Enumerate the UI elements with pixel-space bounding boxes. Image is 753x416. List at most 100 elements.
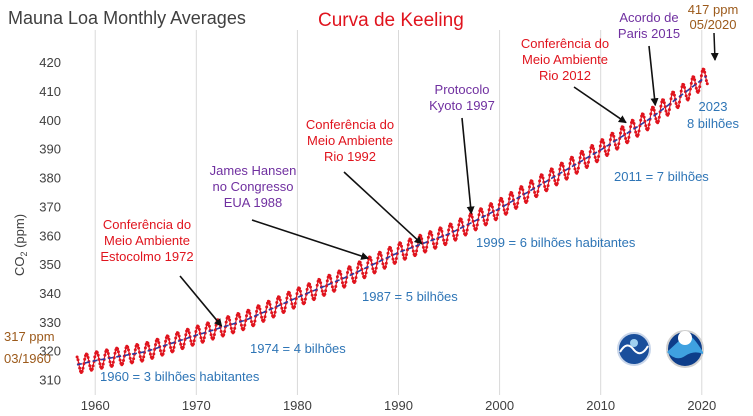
monthly-point-456	[459, 218, 463, 221]
monthly-point-451	[455, 233, 459, 237]
monthly-point-541	[531, 182, 535, 186]
monthly-point-103	[162, 349, 166, 353]
monthly-point-12	[85, 353, 89, 357]
monthly-point-474	[474, 227, 478, 231]
monthly-point-636	[611, 132, 615, 136]
monthly-point-390	[404, 256, 408, 260]
monthly-point-31	[101, 362, 105, 366]
monthly-point-51	[118, 358, 122, 362]
monthly-point-555	[543, 185, 547, 188]
event-rio1992-arrow	[343, 171, 423, 245]
x-tick-2020: 2020	[687, 398, 716, 413]
monthly-point-81	[143, 346, 147, 350]
monthly-point-426	[434, 245, 438, 249]
monthly-point-219	[260, 315, 264, 319]
monthly-point-218	[259, 311, 263, 315]
monthly-point-265	[298, 289, 302, 293]
monthly-point-374	[390, 253, 394, 257]
monthly-point-553	[541, 176, 545, 180]
y-tick-320: 320	[39, 344, 61, 359]
monthly-point-654	[626, 139, 630, 143]
event-kyoto-line-0: Protocolo	[435, 82, 490, 97]
monthly-point-75	[138, 355, 142, 359]
monthly-point-625	[602, 141, 606, 145]
event-rio1992-line-2: Rio 1992	[324, 149, 376, 164]
monthly-point-507	[502, 208, 506, 212]
monthly-point-141	[194, 330, 198, 333]
monthly-point-109	[167, 337, 171, 341]
monthly-point-48	[116, 347, 120, 351]
monthly-point-498	[495, 216, 499, 220]
monthly-point-470	[471, 219, 475, 223]
monthly-point-37	[106, 352, 110, 355]
monthly-point-510	[505, 211, 509, 215]
monthly-point-429	[437, 232, 440, 236]
monthly-point-660	[631, 119, 635, 123]
y-tick-labels: 310 320 330 340 350 360 370 380 390 400 410 420	[39, 55, 61, 387]
chart-subtitle: Curva de Keeling	[318, 10, 464, 31]
monthly-point-639	[613, 143, 617, 147]
monthly-point-559	[546, 184, 550, 188]
monthly-point-445	[450, 225, 454, 229]
monthly-point-727	[688, 92, 692, 96]
monthly-point-157	[207, 324, 211, 328]
monthly-point-177	[224, 320, 228, 324]
monthly-point-13	[86, 356, 90, 359]
monthly-point-150	[202, 339, 205, 343]
monthly-point-144	[196, 325, 200, 329]
monthly-point-318	[343, 284, 347, 288]
monthly-point-294	[323, 292, 327, 296]
monthly-point-27	[98, 362, 102, 366]
monthly-point-546	[535, 193, 539, 197]
y-axis-label: CO2 (ppm)	[12, 214, 29, 276]
monthly-point-213	[255, 309, 259, 313]
y-tick-400: 400	[39, 113, 61, 128]
monthly-point-391	[405, 253, 408, 257]
event-hansen-arrow	[251, 219, 370, 260]
monthly-point-237	[275, 301, 279, 304]
monthly-point-693	[659, 104, 663, 108]
monthly-point-85	[147, 344, 151, 348]
monthly-point-205	[248, 311, 252, 315]
population-2023-year: 2023	[699, 99, 728, 114]
monthly-point-26	[97, 357, 101, 361]
monthly-point-609	[588, 150, 592, 154]
monthly-point-570	[555, 182, 559, 185]
monthly-point-211	[253, 319, 257, 323]
monthly-point-487	[485, 218, 489, 222]
y-axis-label-co: CO	[12, 257, 27, 277]
monthly-point-91	[152, 352, 156, 356]
monthly-point-531	[523, 196, 526, 200]
monthly-point-415	[425, 245, 429, 249]
monthly-point-282	[313, 296, 317, 300]
grid-lines	[94, 30, 703, 395]
monthly-point-408	[419, 234, 423, 238]
monthly-point-36	[106, 349, 109, 353]
y-tick-360: 360	[39, 228, 61, 243]
monthly-point-63	[128, 356, 132, 360]
monthly-point-481	[480, 210, 484, 214]
monthly-point-666	[636, 133, 640, 137]
event-estocolmo-arrow	[179, 275, 223, 327]
monthly-point-69	[133, 348, 137, 352]
monthly-point-519	[512, 202, 516, 206]
monthly-point-480	[480, 207, 483, 211]
monthly-point-327	[351, 276, 355, 280]
monthly-point-669	[639, 118, 643, 122]
monthly-point-163	[212, 333, 216, 337]
event-hansen-line-0: James Hansen	[210, 163, 297, 178]
population-1960: 1960 = 3 bilhões habitantes	[100, 369, 260, 384]
monthly-point-153	[204, 326, 208, 330]
event-rio1992-line-1: Meio Ambiente	[307, 133, 393, 148]
monthly-point-444	[449, 223, 453, 226]
event-rio2012-line-1: Meio Ambiente	[522, 52, 608, 67]
monthly-point-45	[113, 351, 117, 355]
monthly-point-672	[641, 112, 645, 116]
monthly-point-655	[627, 135, 631, 139]
monthly-point-61	[127, 348, 130, 352]
monthly-point-483	[482, 219, 486, 222]
monthly-point-145	[197, 327, 201, 331]
monthly-point-621	[598, 144, 602, 148]
monthly-point-115	[172, 345, 176, 349]
